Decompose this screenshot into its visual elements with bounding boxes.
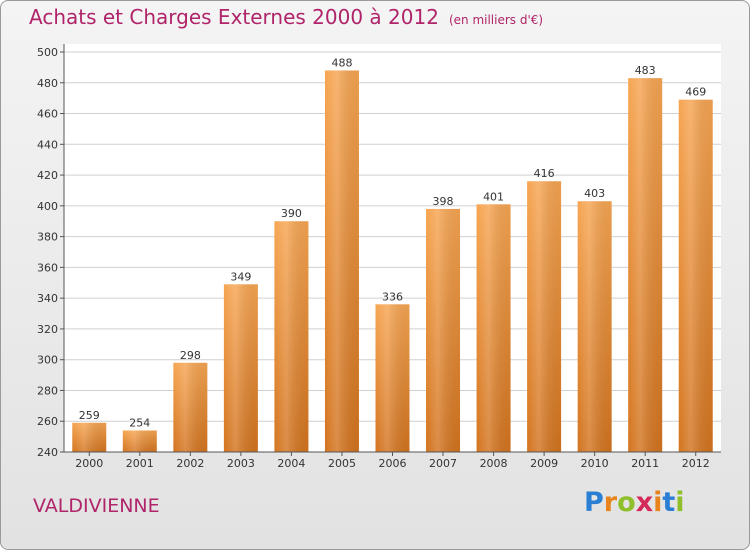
x-tick-label: 2006 bbox=[379, 457, 407, 470]
value-label: 403 bbox=[584, 187, 605, 200]
x-tick-label: 2003 bbox=[227, 457, 255, 470]
y-tick-label: 280 bbox=[37, 384, 58, 397]
value-label: 349 bbox=[230, 270, 251, 283]
bar-shine bbox=[527, 181, 562, 452]
bar-shine bbox=[577, 201, 612, 452]
bar-shine bbox=[628, 78, 663, 453]
chart-title-unit: (en milliers d'€) bbox=[448, 13, 544, 27]
y-tick-label: 260 bbox=[37, 415, 58, 428]
y-tick-label: 300 bbox=[37, 354, 58, 367]
y-tick-label: 320 bbox=[37, 323, 58, 336]
value-label: 298 bbox=[180, 349, 201, 362]
bar-shine bbox=[476, 204, 511, 452]
y-tick-label: 460 bbox=[37, 108, 58, 121]
value-label: 336 bbox=[382, 290, 403, 303]
axes bbox=[63, 44, 721, 453]
value-label: 401 bbox=[483, 190, 504, 203]
bars bbox=[72, 70, 713, 456]
x-tick-label: 2011 bbox=[631, 457, 659, 470]
bar-shine bbox=[678, 99, 713, 452]
value-label: 469 bbox=[685, 86, 706, 99]
value-label: 488 bbox=[331, 56, 352, 69]
value-label: 398 bbox=[433, 195, 454, 208]
value-label: 259 bbox=[79, 409, 100, 422]
value-labels: 259 254 298 349 390 488 336 398 401 416 403 483 469 bbox=[79, 56, 706, 429]
x-tick-label: 2009 bbox=[530, 457, 558, 470]
x-tick-labels: 2000 2001 2002 2003 2004 2005 2006 2007 2008 2009… bbox=[75, 457, 709, 470]
y-tick-label: 420 bbox=[37, 169, 58, 182]
logo-letter: i bbox=[675, 487, 685, 518]
x-tick-label: 2008 bbox=[480, 457, 508, 470]
x-tick-label: 2002 bbox=[176, 457, 204, 470]
x-tick-label: 2012 bbox=[682, 457, 710, 470]
chart-title-main: Achats et Charges Externes 2000 à 2012 bbox=[29, 5, 439, 29]
value-label: 416 bbox=[534, 167, 555, 180]
bar-shine bbox=[274, 221, 309, 452]
proxiti-logo: Proxiti bbox=[584, 487, 685, 518]
logo-letter: i bbox=[653, 487, 663, 518]
bar-shine bbox=[173, 362, 208, 452]
y-tick-label: 440 bbox=[37, 138, 58, 151]
bar-shine bbox=[324, 70, 359, 452]
chart-title: Achats et Charges Externes 2000 à 2012 (e… bbox=[29, 5, 543, 29]
x-tick-label: 2001 bbox=[126, 457, 154, 470]
y-tick-label: 340 bbox=[37, 292, 58, 305]
y-tick-label: 480 bbox=[37, 77, 58, 90]
logo-letter: x bbox=[635, 487, 654, 518]
y-tick-label: 360 bbox=[37, 261, 58, 274]
bar-shine bbox=[426, 208, 461, 452]
value-label: 390 bbox=[281, 207, 302, 220]
y-tick-label: 400 bbox=[37, 200, 58, 213]
bar-shine bbox=[122, 430, 157, 452]
y-tick-label: 380 bbox=[37, 231, 58, 244]
logo-letter: t bbox=[662, 487, 676, 518]
x-tick-label: 2010 bbox=[581, 457, 609, 470]
y-tick-label: 500 bbox=[37, 46, 58, 59]
x-tick-label: 2004 bbox=[277, 457, 305, 470]
logo-letter: P bbox=[584, 487, 604, 518]
y-tick-label: 240 bbox=[37, 446, 58, 459]
logo-letter: r bbox=[603, 487, 618, 518]
value-label: 483 bbox=[635, 64, 656, 77]
bar-shine bbox=[375, 304, 410, 452]
x-tick-label: 2005 bbox=[328, 457, 356, 470]
x-tick-label: 2000 bbox=[75, 457, 103, 470]
bar-shine bbox=[72, 422, 107, 452]
y-tick-labels: 240 260 280 300 320 340 360 380 400 420 440 460 480 5… bbox=[37, 46, 58, 459]
commune-name: VALDIVIENNE bbox=[33, 495, 160, 517]
bar-shine bbox=[223, 284, 258, 452]
value-label: 254 bbox=[129, 416, 150, 429]
x-tick-label: 2007 bbox=[429, 457, 457, 470]
logo-letter: o bbox=[617, 487, 636, 518]
